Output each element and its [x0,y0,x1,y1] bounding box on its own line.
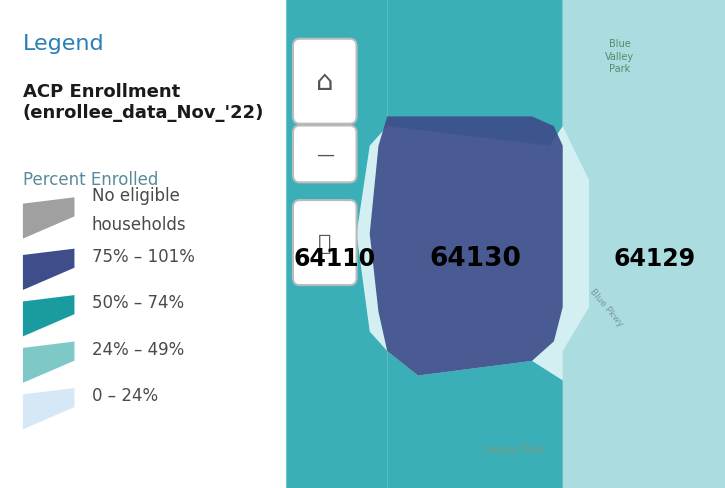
Text: Blue Pkwy: Blue Pkwy [588,287,625,328]
Text: 50% – 74%: 50% – 74% [91,294,183,311]
Text: 0 – 24%: 0 – 24% [91,386,158,404]
Text: —: — [316,145,334,163]
Polygon shape [23,249,75,290]
FancyBboxPatch shape [293,201,357,285]
Text: households: households [91,216,186,233]
Text: 64129: 64129 [614,246,696,271]
Text: Blue
Valley
Park: Blue Valley Park [605,39,634,74]
Polygon shape [23,295,75,337]
Polygon shape [286,0,387,488]
Polygon shape [23,388,75,429]
Polygon shape [370,117,563,376]
Text: Legend: Legend [23,34,104,54]
Polygon shape [387,0,563,146]
Text: ⌂: ⌂ [316,68,334,96]
Text: Swope Park: Swope Park [484,444,544,454]
Text: No eligible: No eligible [91,186,180,204]
FancyBboxPatch shape [293,40,357,124]
Polygon shape [23,342,75,383]
Text: 64130: 64130 [429,245,521,272]
Polygon shape [23,198,75,239]
Text: ACP Enrollment
(enrollee_data_Nov_'22): ACP Enrollment (enrollee_data_Nov_'22) [23,83,265,122]
Text: 24% – 49%: 24% – 49% [91,340,184,358]
Polygon shape [387,351,563,488]
Text: ⌖: ⌖ [318,233,331,253]
Text: Percent Enrolled: Percent Enrolled [23,171,158,189]
Text: 64110: 64110 [294,246,376,271]
Text: 75% – 101%: 75% – 101% [91,247,194,265]
FancyBboxPatch shape [293,126,357,183]
Polygon shape [563,0,725,488]
